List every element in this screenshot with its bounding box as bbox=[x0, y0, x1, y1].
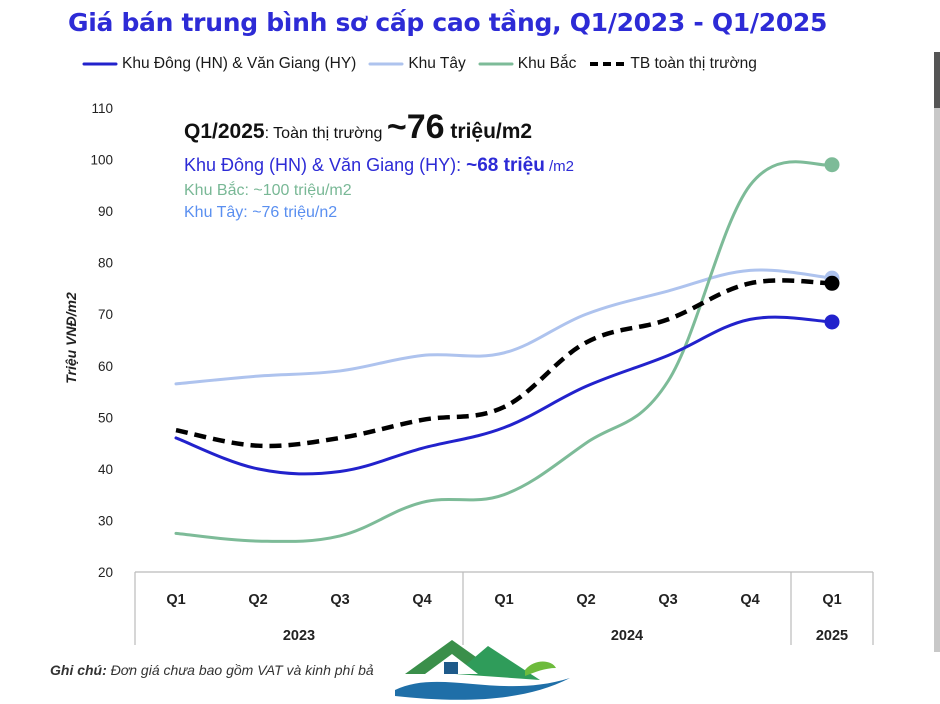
legend-label-west: Khu Tây bbox=[408, 55, 466, 72]
series-line-average bbox=[175, 278, 833, 449]
right-edge-scrollbar-thumb bbox=[934, 52, 940, 108]
y-tick-label: 60 bbox=[98, 359, 113, 374]
right-edge-scrollbar bbox=[934, 52, 940, 652]
legend-label-average: TB toàn thị trường bbox=[630, 55, 757, 72]
annotation-east-unit: /m2 bbox=[544, 158, 574, 175]
x-year-label: 2023 bbox=[283, 628, 315, 644]
x-tick-label: Q3 bbox=[330, 592, 349, 608]
legend-swatch-west bbox=[368, 62, 404, 66]
legend-label-north: Khu Bắc bbox=[517, 55, 577, 72]
x-year-label: 2025 bbox=[816, 628, 848, 644]
annotation-total-label: : Toàn thị trường bbox=[264, 125, 387, 142]
legend: Khu Đông (HN) & Văn Giang (HY) Khu Tây K… bbox=[82, 55, 769, 73]
x-tick-label: Q1 bbox=[166, 592, 185, 608]
logo-window bbox=[444, 662, 458, 674]
y-tick-label: 110 bbox=[91, 101, 113, 116]
y-tick-label: 20 bbox=[98, 565, 113, 580]
series-line-east bbox=[174, 315, 834, 476]
legend-item-average: TB toàn thị trường bbox=[588, 55, 757, 73]
annotation-total: Q1/2025: Toàn thị trường ~76 triệu/m2 bbox=[184, 108, 532, 147]
footnote-text: Đơn giá chưa bao gồm VAT và kinh phí bả bbox=[106, 662, 374, 678]
x-tick-label: Q1 bbox=[494, 592, 513, 608]
logo-wave bbox=[395, 678, 570, 700]
chart-title: Giá bán trung bình sơ cấp cao tầng, Q1/2… bbox=[68, 8, 828, 37]
x-tick-label: Q2 bbox=[576, 592, 595, 608]
y-tick-label: 70 bbox=[98, 307, 113, 322]
footnote-label: Ghi chú: bbox=[50, 662, 107, 678]
x-year-label: 2024 bbox=[611, 628, 643, 644]
data-point-north bbox=[824, 157, 840, 173]
y-tick-label: 90 bbox=[98, 204, 113, 219]
y-tick-label: 40 bbox=[98, 462, 113, 477]
legend-item-east: Khu Đông (HN) & Văn Giang (HY) bbox=[82, 55, 356, 73]
logo-leaf bbox=[525, 661, 556, 676]
x-tick-label: Q4 bbox=[740, 592, 759, 608]
legend-label-east: Khu Đông (HN) & Văn Giang (HY) bbox=[122, 55, 357, 72]
annotation-east: Khu Đông (HN) & Văn Giang (HY): ~68 triệ… bbox=[184, 155, 574, 177]
legend-swatch-north bbox=[478, 62, 514, 66]
legend-item-north: Khu Bắc bbox=[478, 55, 577, 73]
legend-swatch-average bbox=[590, 62, 625, 66]
footnote: Ghi chú: Đơn giá chưa bao gồm VAT và kin… bbox=[50, 662, 374, 678]
y-tick-label: 50 bbox=[98, 410, 113, 425]
data-point-east bbox=[824, 314, 840, 330]
y-tick-label: 30 bbox=[98, 513, 113, 528]
annotation-north: Khu Bắc: ~100 triệu/m2 bbox=[184, 182, 352, 199]
legend-item-west: Khu Tây bbox=[368, 55, 466, 73]
annotation-east-value: ~68 triệu bbox=[466, 155, 545, 176]
annotation-total-period: Q1/2025 bbox=[184, 120, 265, 143]
y-tick-label: 80 bbox=[98, 256, 113, 271]
x-tick-label: Q2 bbox=[248, 592, 267, 608]
annotation-total-unit: triệu/m2 bbox=[444, 120, 533, 143]
annotation-total-value: ~76 bbox=[386, 108, 445, 146]
x-tick-label: Q3 bbox=[658, 592, 677, 608]
y-tick-label: 100 bbox=[90, 153, 113, 168]
logo-mark bbox=[395, 640, 570, 700]
legend-swatch-east bbox=[82, 62, 118, 66]
annotation-west: Khu Tây: ~76 triệu/n2 bbox=[184, 204, 338, 221]
logo-roof-right bbox=[455, 646, 540, 680]
x-tick-label: Q4 bbox=[412, 592, 431, 608]
y-axis-label: Triệu VNĐ/m2 bbox=[63, 292, 79, 384]
data-point-average bbox=[824, 275, 840, 291]
series-line-west bbox=[174, 268, 834, 386]
series-line-north bbox=[174, 160, 834, 543]
x-tick-label: Q1 bbox=[822, 592, 841, 608]
annotation-east-label: Khu Đông (HN) & Văn Giang (HY): bbox=[184, 155, 467, 175]
